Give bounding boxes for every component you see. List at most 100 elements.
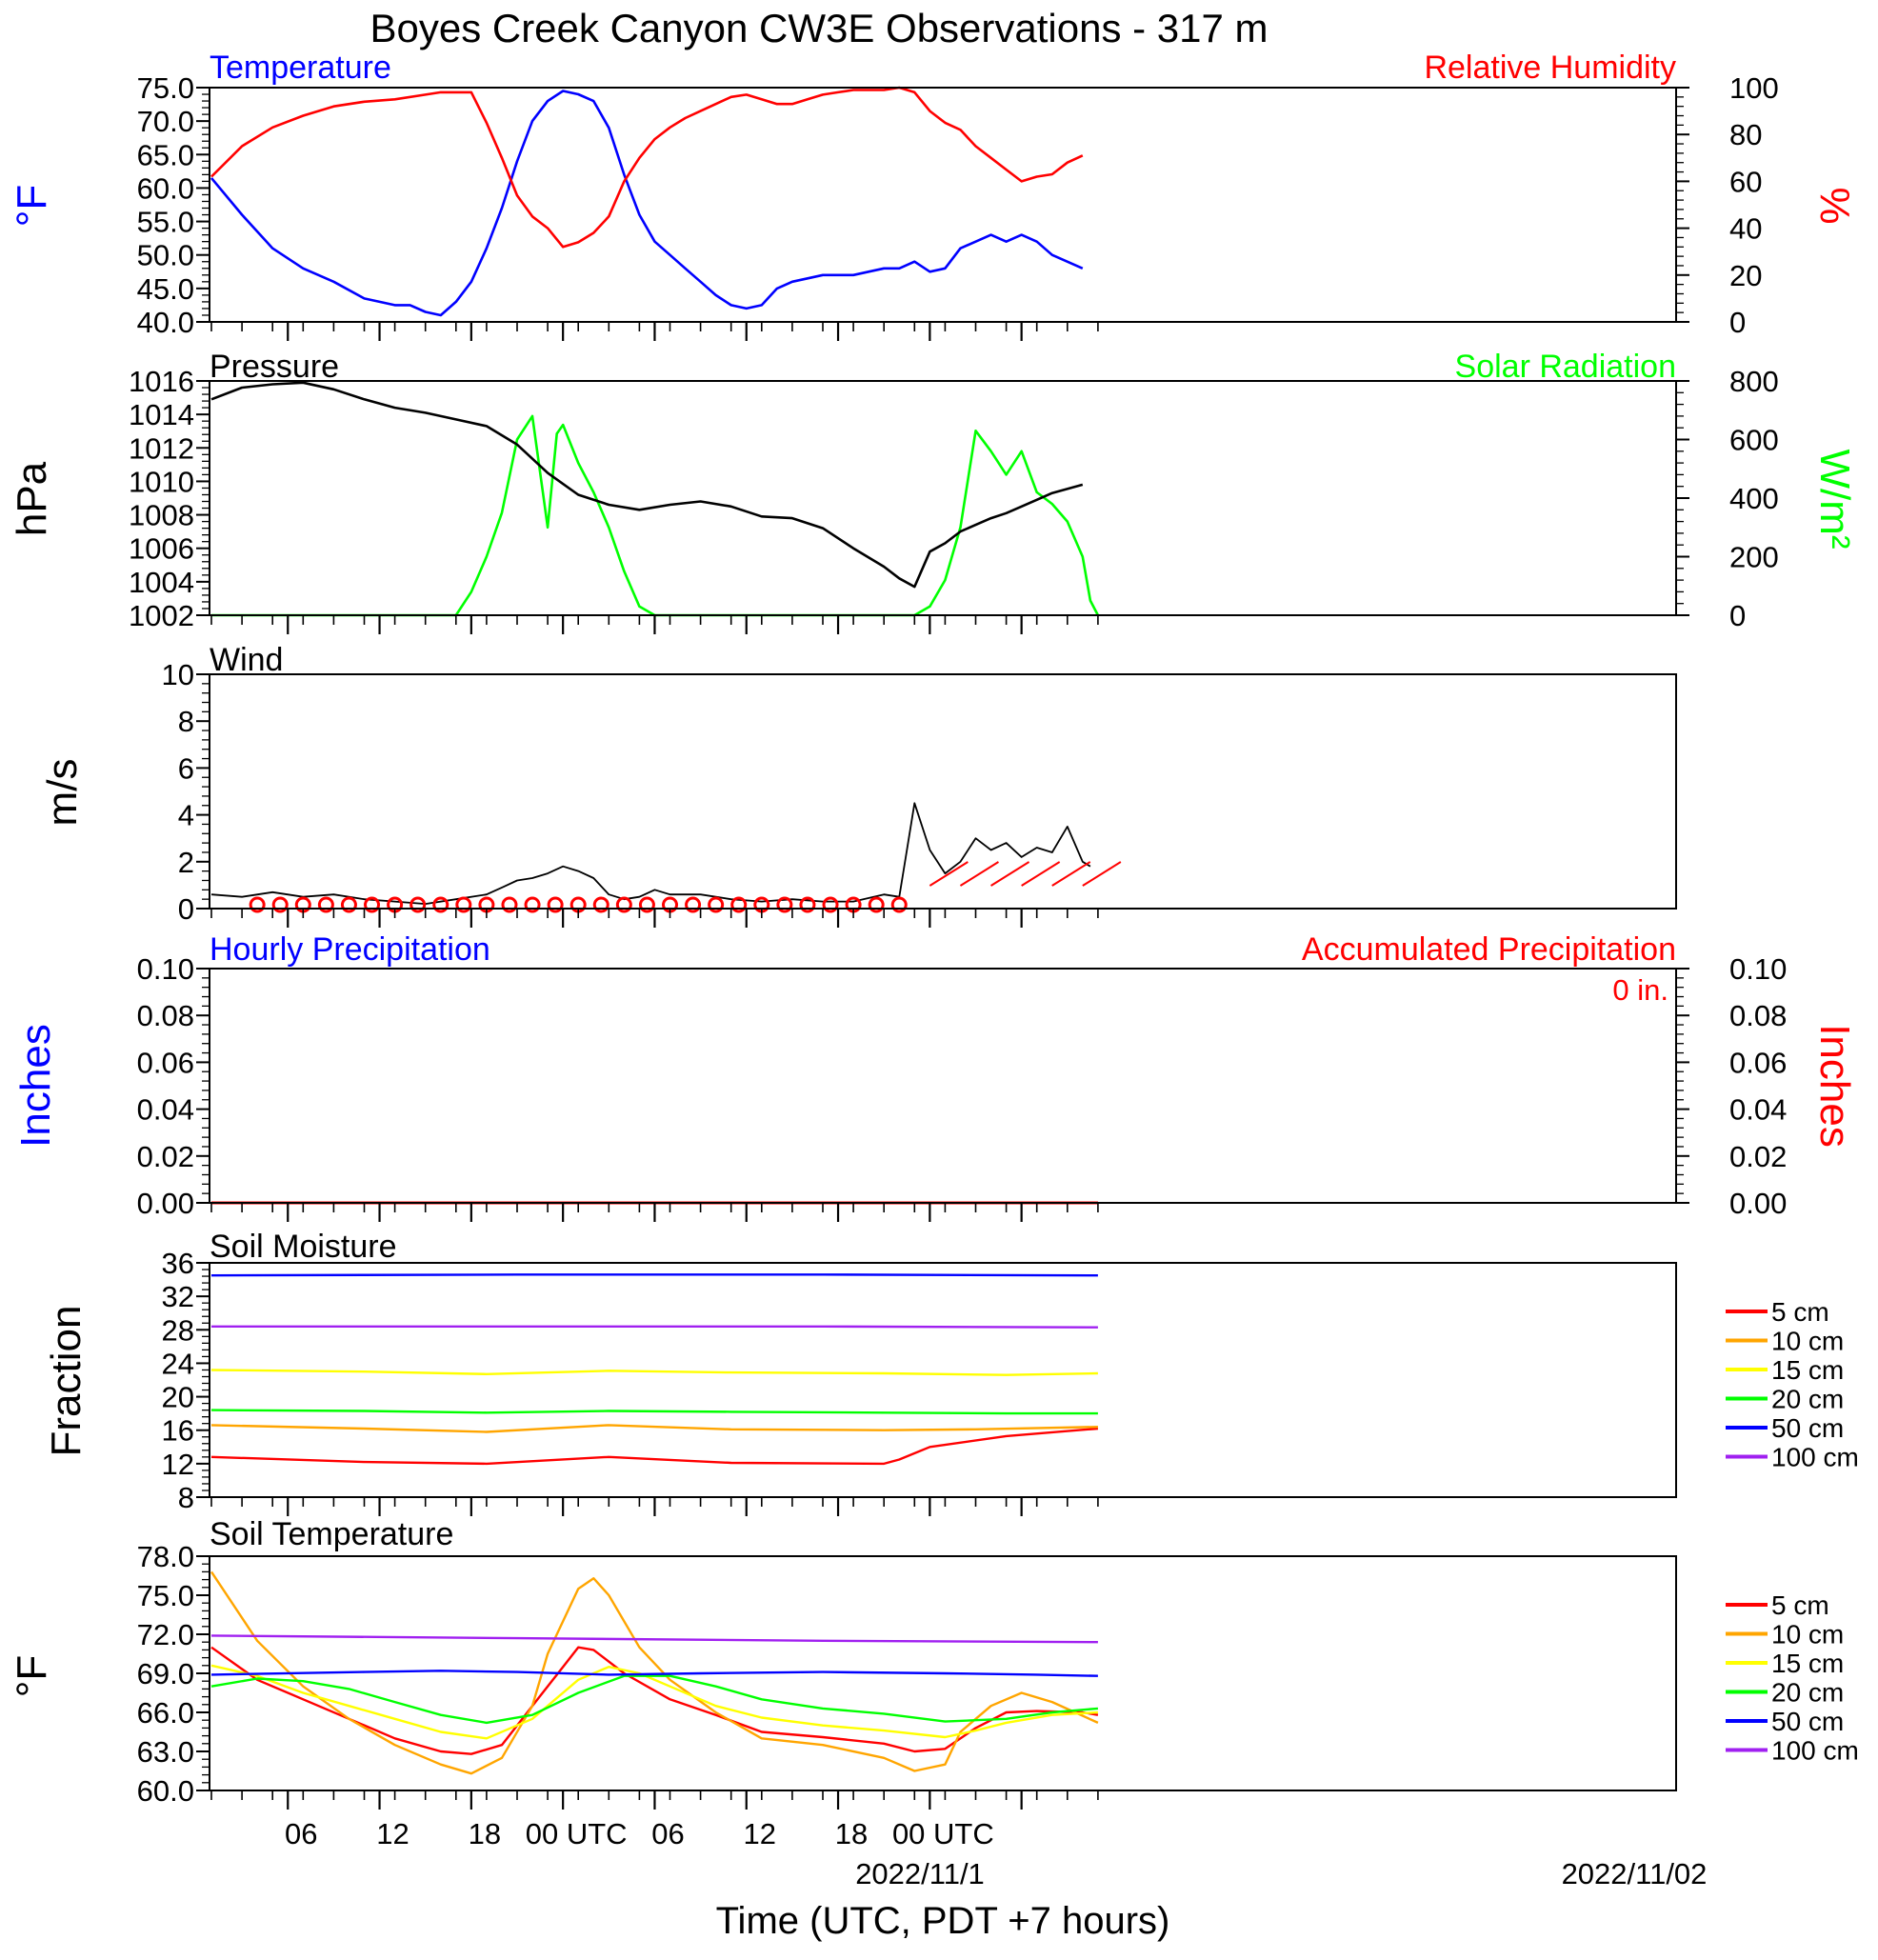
calm-wind-marker — [615, 896, 632, 913]
wind-barb — [929, 861, 969, 887]
solar-radiation-line — [211, 414, 1100, 617]
wind-barb — [959, 861, 999, 887]
temperature-axis-tick-label: 40.0 — [137, 306, 194, 339]
temperature-line — [210, 90, 1084, 317]
hourly-precip-unit: Inches — [12, 1024, 59, 1148]
soil-temperature-line — [210, 1670, 1098, 1677]
hourly-precip-axis-tick-label: 0.04 — [137, 1093, 194, 1127]
solar-axis-tick-label: 0 — [1729, 599, 1746, 632]
x-tick-label: 00 UTC — [892, 1817, 994, 1850]
legend-label: 5 cm — [1771, 1297, 1829, 1327]
humidity-axis-tick-label: 80 — [1729, 118, 1762, 151]
soil-temperature-axis-tick-label: 78.0 — [137, 1540, 194, 1573]
calm-wind-marker — [340, 896, 357, 913]
solar-axis-tick-label: 400 — [1729, 482, 1779, 515]
humidity-axis-tick-label: 0 — [1729, 306, 1746, 339]
x-tick-label: 06 — [651, 1817, 684, 1850]
accum-precip-axis-tick-label: 0.00 — [1729, 1187, 1787, 1220]
pressure-unit: hPa — [9, 461, 55, 536]
calm-wind-marker — [708, 896, 725, 913]
x-tick-label: 00 UTC — [526, 1817, 628, 1850]
soil-moisture-line — [210, 1424, 1098, 1433]
wind-barb — [1051, 861, 1091, 887]
humidity-title: Relative Humidity — [1424, 50, 1676, 86]
calm-wind-marker — [547, 896, 564, 913]
temperature-axis-tick-label: 50.0 — [137, 239, 194, 272]
wind-axis-tick-label: 10 — [162, 658, 194, 691]
calm-wind-marker — [730, 896, 748, 913]
soil-temperature-axis-tick-label: 69.0 — [137, 1657, 194, 1690]
legend-label: 15 cm — [1771, 1649, 1844, 1678]
precipitation-frame — [209, 968, 1677, 1204]
solar-title: Solar Radiation — [1455, 349, 1676, 385]
wind-frame — [209, 673, 1677, 910]
temperature-axis-tick-label: 45.0 — [137, 272, 194, 306]
humidity-line — [210, 86, 1084, 249]
calm-wind-marker — [271, 896, 289, 913]
calm-wind-marker — [455, 896, 472, 913]
soil-moisture-line — [211, 1325, 1098, 1329]
soil-moisture-axis-tick-label: 8 — [178, 1481, 194, 1514]
soil-temperature-axis-tick-label: 63.0 — [137, 1735, 194, 1769]
soil-moisture-axis-tick-label: 24 — [162, 1347, 194, 1380]
legend-label: 5 cm — [1771, 1590, 1829, 1620]
pressure-axis-tick-label: 1010 — [129, 465, 194, 498]
legend-label: 10 cm — [1771, 1620, 1844, 1650]
x-date-label: 2022/11/02 — [1562, 1857, 1708, 1890]
pressure-title: Pressure — [210, 349, 339, 385]
x-tick-label: 18 — [469, 1817, 501, 1850]
legend-label: 20 cm — [1771, 1385, 1844, 1414]
hourly-precip-title: Hourly Precipitation — [210, 931, 490, 968]
solar-axis-tick-label: 800 — [1729, 365, 1779, 398]
wind-axis-tick-label: 6 — [178, 751, 194, 785]
wind-barb — [990, 861, 1030, 887]
temperature-axis-tick-label: 55.0 — [137, 206, 194, 239]
pressure-line — [210, 381, 1084, 589]
soil-moisture-axis-tick-label: 32 — [162, 1280, 194, 1313]
soil-moisture-line — [210, 1427, 1098, 1466]
x-date-label: 2022/11/1 — [855, 1857, 985, 1890]
legend-label: 10 cm — [1771, 1327, 1844, 1356]
x-tick-label: 06 — [285, 1817, 317, 1850]
calm-wind-marker — [592, 896, 609, 913]
pressure-axis-tick-label: 1014 — [129, 398, 194, 431]
temperature-axis-tick-label: 75.0 — [137, 71, 194, 105]
temperature-axis-tick-label: 60.0 — [137, 171, 194, 205]
soil-moisture-line — [210, 1409, 1098, 1415]
temperature-title: Temperature — [210, 50, 391, 86]
hourly-precip-axis-tick-label: 0.06 — [137, 1046, 194, 1079]
soil-temperature-title: Soil Temperature — [210, 1516, 453, 1552]
soil-moisture-line — [210, 1369, 1098, 1376]
soil-moisture-axis-tick-label: 28 — [162, 1313, 194, 1347]
x-tick-label: 12 — [744, 1817, 776, 1850]
soil-moisture-axis-tick-label: 16 — [162, 1414, 194, 1448]
precipitation-panel: Hourly Precipitation Accumulated Precipi… — [12, 931, 1858, 1220]
pressure-solar-frame — [209, 380, 1677, 616]
wind-speed-line — [210, 802, 1091, 905]
wind-axis-tick-label: 8 — [178, 705, 194, 738]
legend-label: 100 cm — [1771, 1443, 1859, 1472]
accum-precip-unit: Inches — [1811, 1024, 1858, 1148]
wind-barb — [1082, 861, 1122, 887]
hourly-precip-axis-tick-label: 0.10 — [137, 952, 194, 986]
temperature-axis-tick-label: 65.0 — [137, 138, 194, 171]
accum-precip-axis-tick-label: 0.06 — [1729, 1046, 1787, 1079]
soil-moisture-frame — [209, 1262, 1677, 1498]
pressure-axis-tick-label: 1016 — [129, 365, 194, 398]
soil-moisture-unit: Fraction — [43, 1306, 90, 1457]
hourly-precip-axis-tick-label: 0.00 — [137, 1187, 194, 1220]
temperature-humidity-panel: Temperature Relative Humidity °F % 75.07… — [9, 50, 1858, 339]
humidity-axis-tick-label: 20 — [1729, 259, 1762, 292]
pressure-axis-tick-label: 1008 — [129, 499, 194, 532]
temperature-unit: °F — [9, 185, 55, 227]
soil-temperature-axis-tick-label: 72.0 — [137, 1618, 194, 1651]
legend-label: 20 cm — [1771, 1678, 1844, 1708]
humidity-axis-tick-label: 60 — [1729, 165, 1762, 198]
hourly-precip-axis-tick-label: 0.08 — [137, 999, 194, 1032]
soil-temperature-axis-tick-label: 75.0 — [137, 1579, 194, 1612]
calm-wind-marker — [432, 896, 450, 913]
calm-wind-marker — [410, 896, 427, 913]
wind-axis-tick-label: 2 — [178, 846, 194, 879]
